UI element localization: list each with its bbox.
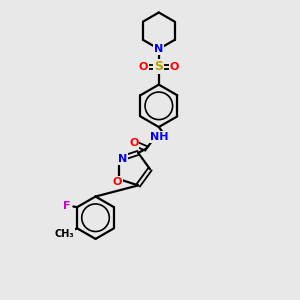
Text: N: N	[154, 44, 164, 54]
Text: F: F	[63, 201, 70, 211]
Text: O: O	[129, 138, 139, 148]
Text: O: O	[169, 62, 179, 72]
Text: O: O	[113, 177, 122, 187]
Text: NH: NH	[150, 132, 168, 142]
Text: N: N	[118, 154, 127, 164]
Text: O: O	[139, 62, 148, 72]
Text: S: S	[154, 61, 163, 74]
Text: CH₃: CH₃	[55, 229, 75, 238]
